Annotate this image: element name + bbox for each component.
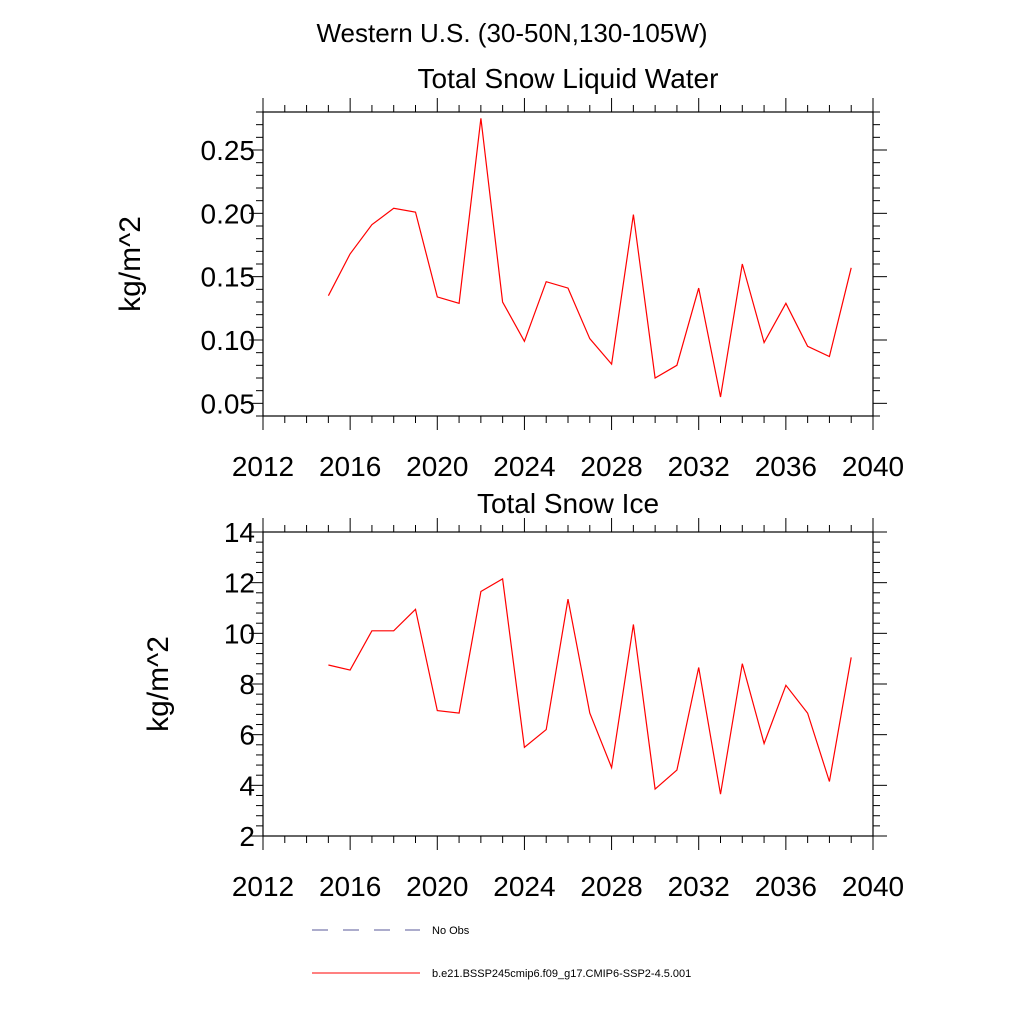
x-tick-label: 2016 <box>319 451 381 482</box>
x-tick-label: 2024 <box>493 451 555 482</box>
x-tick-label: 2032 <box>668 451 730 482</box>
y-tick-label: 0.10 <box>201 325 256 356</box>
x-tick-label: 2020 <box>406 871 468 902</box>
x-tick-label: 2036 <box>755 871 817 902</box>
y-tick-label: 0.25 <box>201 135 256 166</box>
y-tick-label: 4 <box>239 770 255 801</box>
series-line-1 <box>328 577 852 795</box>
legend-label: b.e21.BSSP245cmip6.f09_g17.CMIP6-SSP2-4.… <box>432 968 691 980</box>
x-tick-label: 2040 <box>842 451 904 482</box>
y-axis-label: kg/m^2 <box>114 216 147 312</box>
y-tick-label: 14 <box>224 517 255 548</box>
x-tick-label: 2028 <box>580 871 642 902</box>
legend-label: No Obs <box>432 925 470 937</box>
plot-frame <box>262 111 874 417</box>
plot-frame <box>262 531 874 837</box>
y-tick-label: 2 <box>239 821 255 852</box>
x-tick-label: 2012 <box>232 871 294 902</box>
legend-item: b.e21.BSSP245cmip6.f09_g17.CMIP6-SSP2-4.… <box>312 968 691 980</box>
x-tick-label: 2028 <box>580 451 642 482</box>
x-tick-label: 2016 <box>319 871 381 902</box>
chart-title: Total Snow Liquid Water <box>418 63 719 94</box>
y-tick-label: 0.15 <box>201 262 256 293</box>
x-tick-label: 2012 <box>232 451 294 482</box>
y-tick-label: 8 <box>239 669 255 700</box>
y-tick-label: 0.05 <box>201 388 256 419</box>
y-tick-label: 6 <box>239 720 255 751</box>
x-tick-label: 2020 <box>406 451 468 482</box>
legend: No Obs b.e21.BSSP245cmip6.f09_g17.CMIP6-S… <box>312 925 691 980</box>
x-tick-label: 2040 <box>842 871 904 902</box>
x-tick-label: 2032 <box>668 871 730 902</box>
y-tick-label: 10 <box>224 618 255 649</box>
chart-panel-1: Total Snow Liquid Water kg/m^2 2012 2016 202… <box>114 63 904 482</box>
y-tick-label: 0.20 <box>201 198 256 229</box>
legend-item: No Obs <box>312 925 470 937</box>
chart-title: Total Snow Ice <box>477 488 659 519</box>
chart-panel-2: Total Snow Ice kg/m^2 2012 2016 2020 2024 2028… <box>142 488 904 902</box>
figure-title: Western U.S. (30-50N,130-105W) <box>316 18 707 48</box>
series-line-1 <box>327 118 852 398</box>
x-tick-label: 2036 <box>755 451 817 482</box>
y-axis-label: kg/m^2 <box>142 636 175 732</box>
x-tick-label: 2024 <box>493 871 555 902</box>
y-tick-label: 12 <box>224 568 255 599</box>
